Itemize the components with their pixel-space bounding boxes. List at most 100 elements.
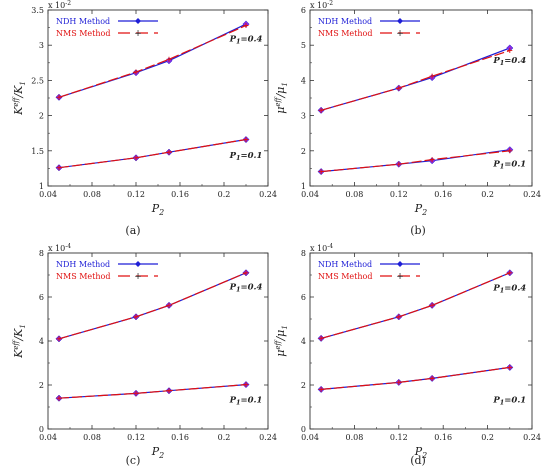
annotation-p1: P1=0.1 [229, 396, 263, 407]
legend: NDH Method NMS Method + [56, 17, 158, 39]
data-point-nms [56, 165, 62, 171]
data-point-nms [318, 169, 324, 175]
legend-marker-nms: + [134, 272, 142, 282]
data-point-nms [56, 336, 62, 342]
legend-label-ndh: NDH Method [318, 17, 372, 26]
data-point-nms [396, 161, 402, 167]
panel-caption: (b) [410, 224, 426, 237]
series-line-ndh-p1-0.4 [320, 47, 511, 111]
y-axis-label: Keff/K1 [12, 324, 27, 359]
y-tick-label: 6 [301, 6, 306, 15]
y-axis-label: μeff/μ1 [274, 325, 289, 357]
svg-text:Keff/K1: Keff/K1 [12, 81, 27, 116]
legend-label-nms: NMS Method [318, 272, 372, 281]
x-tick-label: 0.2 [218, 433, 231, 442]
legend-label-ndh: NDH Method [56, 17, 110, 26]
y-tick-label: 1 [39, 182, 44, 191]
x-tick-label: 0.04 [39, 190, 57, 199]
y-tick-label: 2 [301, 381, 306, 390]
x-tick-label: 0.04 [301, 190, 319, 199]
data-point-nms [243, 382, 249, 388]
legend-label-nms: NMS Method [56, 29, 110, 38]
data-point-nms [318, 335, 324, 341]
x-tick-label: 0.16 [171, 190, 189, 199]
y-tick-label: 2 [39, 112, 44, 121]
legend-label-ndh: NDH Method [318, 260, 372, 269]
annotation-p1: P1=0.1 [492, 396, 526, 407]
chart-panel-b: 0.04 0.08 0.12 0.16 0.2 0.24 1 2 3 4 5 6 x 10-2 P2 μef… [274, 0, 541, 217]
y-tick-label: 4 [39, 337, 44, 346]
x-axis-label: P2 [151, 445, 165, 460]
x-tick-label: 0.08 [83, 433, 101, 442]
annotation-p1: P1=0.1 [229, 151, 263, 162]
data-point-nms [56, 94, 62, 100]
y-exponent-label: x 10-4 [48, 243, 71, 253]
y-tick-label: 6 [301, 293, 306, 302]
y-axis-label: Keff/K1 [12, 81, 27, 116]
svg-text:Keff/K1: Keff/K1 [12, 324, 27, 359]
x-axis-label: P2 [414, 445, 428, 460]
data-point-nms [396, 85, 402, 91]
data-point-nms [507, 148, 513, 154]
x-tick-label: 0.2 [481, 190, 494, 199]
data-point-nms [318, 107, 324, 113]
x-tick-label: 0.24 [523, 190, 541, 199]
y-tick-label: 2 [39, 381, 44, 390]
y-tick-label: 0 [301, 425, 306, 434]
series-line-ndh-p1-0.4 [320, 272, 511, 339]
series-line-nms-p1-0.1 [58, 384, 247, 399]
data-point-nms [429, 73, 435, 79]
panel-caption: (a) [125, 224, 140, 237]
x-tick-label: 0.08 [345, 190, 363, 199]
y-tick-label: 8 [39, 249, 44, 258]
series-line-nms-p1-0.4 [58, 24, 247, 98]
series-line-nms-p1-0.1 [321, 150, 510, 173]
legend-label-nms: NMS Method [56, 272, 110, 281]
data-point-nms [318, 386, 324, 392]
legend-label-nms: NMS Method [318, 29, 372, 38]
data-point-nms [133, 155, 139, 161]
panel-caption: (d) [410, 454, 426, 467]
data-point-nms [429, 157, 435, 163]
legend: NDH Method NMS Method + [318, 17, 420, 39]
y-tick-label: 1.5 [31, 147, 44, 156]
x-tick-label: 0.24 [259, 190, 277, 199]
y-tick-label: 5 [301, 41, 306, 50]
data-point-nms [133, 314, 139, 320]
data-point-nms [429, 375, 435, 381]
legend-marker-ndh [397, 18, 403, 24]
y-tick-label: 3.5 [31, 6, 44, 15]
annotation-p1: P1=0.1 [492, 160, 526, 171]
legend-label-ndh: NDH Method [56, 260, 110, 269]
series-line-nms-p1-0.1 [58, 138, 247, 169]
data-point-nms [166, 388, 172, 394]
legend-marker-ndh [397, 261, 403, 267]
legend-marker-ndh [135, 18, 141, 24]
svg-text:μeff/μ1: μeff/μ1 [274, 325, 289, 357]
y-tick-label: 1 [301, 182, 306, 191]
y-tick-label: 8 [301, 249, 306, 258]
data-point-nms [133, 390, 139, 396]
y-tick-label: 4 [301, 337, 306, 346]
annotation-p1: P1=0.4 [492, 283, 526, 294]
data-point-nms [507, 47, 513, 53]
series-line-nms-p1-0.4 [320, 272, 511, 339]
series-line-nms-p1-0.4 [58, 272, 247, 340]
y-tick-label: 2 [301, 147, 306, 156]
x-tick-label: 0.16 [434, 433, 452, 442]
x-tick-label: 0.12 [127, 190, 145, 199]
x-tick-label: 0.08 [345, 433, 363, 442]
data-point-nms [166, 56, 172, 62]
x-tick-label: 0.24 [523, 433, 541, 442]
data-point-nms [243, 22, 249, 28]
x-axis-label: P2 [414, 202, 428, 217]
legend-marker-nms: + [134, 29, 142, 39]
x-tick-label: 0.24 [259, 433, 277, 442]
data-point-nms [133, 69, 139, 75]
legend-marker-ndh [135, 261, 141, 267]
series-line-ndh-p1-0.4 [58, 272, 247, 340]
series-line-nms-p1-0.4 [320, 49, 510, 111]
data-point-nms [396, 379, 402, 385]
data-point-nms [166, 149, 172, 155]
